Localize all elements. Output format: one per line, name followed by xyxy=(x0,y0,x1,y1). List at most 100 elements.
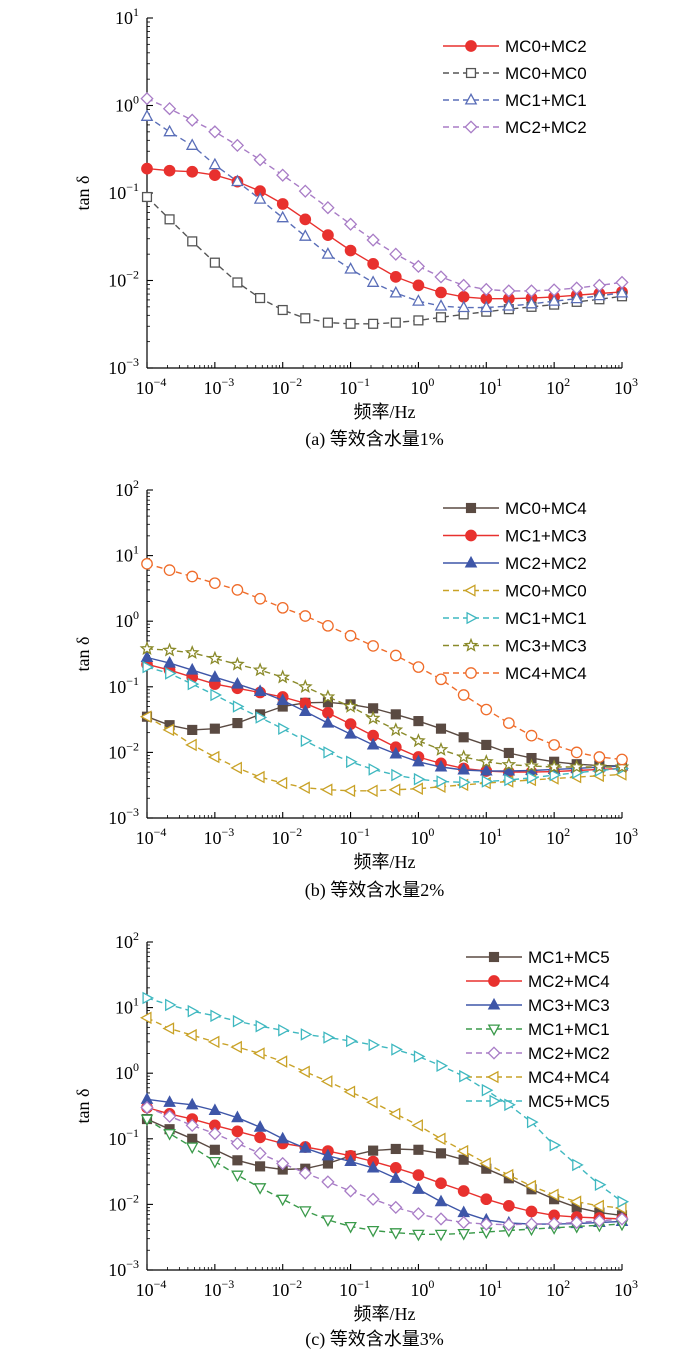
x-axis-title: 频率/Hz xyxy=(354,852,416,872)
x-tick-label-exp: −2 xyxy=(289,1277,302,1291)
x-tick-label: 103 xyxy=(614,1277,638,1300)
data-point xyxy=(412,294,425,306)
data-point xyxy=(411,733,426,748)
x-tick-label: 10−2 xyxy=(271,825,302,848)
legend-label: MC1+MC3 xyxy=(505,527,587,546)
data-point xyxy=(322,229,334,241)
x-tick-label: 10−1 xyxy=(339,825,370,848)
legend-label: MC1+MC5 xyxy=(528,948,610,967)
x-tick-label: 10−1 xyxy=(339,1277,370,1300)
data-point xyxy=(231,1110,244,1123)
data-point xyxy=(616,753,628,766)
data-point xyxy=(412,1182,425,1194)
data-point xyxy=(346,1034,358,1048)
data-point xyxy=(230,656,245,671)
data-point xyxy=(389,649,402,662)
data-point xyxy=(321,1175,335,1189)
x-tick-label-base: 10 xyxy=(203,378,221,398)
x-tick-label-exp: −3 xyxy=(221,375,234,389)
y-tick-label-base: 10 xyxy=(115,1063,133,1083)
data-point xyxy=(162,1109,177,1124)
legend-marker xyxy=(488,951,500,963)
data-point xyxy=(298,781,310,794)
y-tick-label: 101 xyxy=(115,543,139,566)
data-point xyxy=(525,729,538,742)
y-tick-label-exp: −2 xyxy=(126,268,139,282)
data-point xyxy=(412,1229,425,1242)
x-tick-label: 101 xyxy=(478,1277,502,1300)
legend-entry: MC5+MC5 xyxy=(466,1092,610,1111)
data-point xyxy=(547,294,561,306)
data-point xyxy=(297,679,313,694)
x-tick-label-exp: 3 xyxy=(632,375,638,389)
data-point xyxy=(547,283,561,297)
x-tick-label-exp: 2 xyxy=(564,825,570,839)
series-MC3+MC3 xyxy=(139,640,630,774)
data-point xyxy=(254,1131,266,1144)
x-tick-label-base: 10 xyxy=(271,378,289,398)
data-point xyxy=(276,693,289,705)
y-tick-label-exp: −3 xyxy=(126,1257,139,1271)
data-point xyxy=(299,610,312,622)
data-point xyxy=(615,1212,629,1226)
data-point xyxy=(457,1205,470,1218)
x-tick-label-exp: −4 xyxy=(154,1277,167,1291)
x-tick-label-exp: 1 xyxy=(496,375,502,389)
data-point xyxy=(255,711,268,724)
legend-label: MC2+MC2 xyxy=(505,554,587,573)
data-point xyxy=(162,642,177,657)
data-point xyxy=(344,629,357,642)
data-point xyxy=(139,1011,152,1025)
data-point xyxy=(276,210,289,223)
data-point xyxy=(162,1022,175,1035)
data-point xyxy=(344,727,357,739)
data-point xyxy=(320,783,333,796)
data-point xyxy=(208,1103,222,1116)
legend-entry: MC2+MC2 xyxy=(443,118,587,137)
data-point xyxy=(390,1143,401,1155)
data-point xyxy=(481,775,494,788)
data-point xyxy=(593,288,606,301)
y-tick-label: 10−1 xyxy=(108,180,139,203)
x-tick-label-exp: −2 xyxy=(289,825,302,839)
data-point xyxy=(524,1179,537,1193)
x-tick-label-base: 10 xyxy=(614,378,632,398)
data-point xyxy=(411,1207,426,1221)
x-tick-label-base: 10 xyxy=(203,1280,221,1300)
series-line xyxy=(146,1106,623,1220)
data-point xyxy=(366,1160,380,1173)
data-point xyxy=(546,759,562,774)
data-point xyxy=(184,645,200,660)
x-tick-label-base: 10 xyxy=(136,1280,154,1300)
data-point xyxy=(435,1177,447,1190)
y-tick-label-exp: −2 xyxy=(126,1191,139,1205)
data-point xyxy=(391,1043,403,1056)
y-tick-label: 100 xyxy=(115,608,139,631)
data-point xyxy=(456,1144,469,1158)
data-point xyxy=(208,157,222,170)
x-tick-label: 100 xyxy=(410,1277,434,1300)
legend-entry: MC4+MC4 xyxy=(466,1068,610,1087)
y-tick-label: 10−2 xyxy=(108,268,139,291)
data-point xyxy=(254,592,266,605)
data-point xyxy=(163,1095,176,1107)
data-point xyxy=(230,1136,245,1151)
data-point xyxy=(525,1205,538,1218)
data-point xyxy=(321,1148,335,1161)
y-tick-label-base: 10 xyxy=(108,1260,126,1280)
data-point xyxy=(187,1133,198,1144)
data-point xyxy=(572,1158,584,1172)
legend-marker xyxy=(465,40,477,52)
data-point xyxy=(343,1085,356,1099)
data-point xyxy=(343,217,358,231)
y-tick-label: 10−1 xyxy=(108,674,139,697)
data-point xyxy=(413,315,424,326)
series-line xyxy=(146,1118,623,1217)
data-point xyxy=(298,1065,310,1079)
data-point xyxy=(457,300,470,313)
legend-label: MC4+MC4 xyxy=(528,1068,610,1087)
data-point xyxy=(594,1178,607,1191)
y-tick-label-exp: −1 xyxy=(126,1126,139,1140)
data-point xyxy=(459,1069,471,1083)
data-point xyxy=(478,753,494,769)
